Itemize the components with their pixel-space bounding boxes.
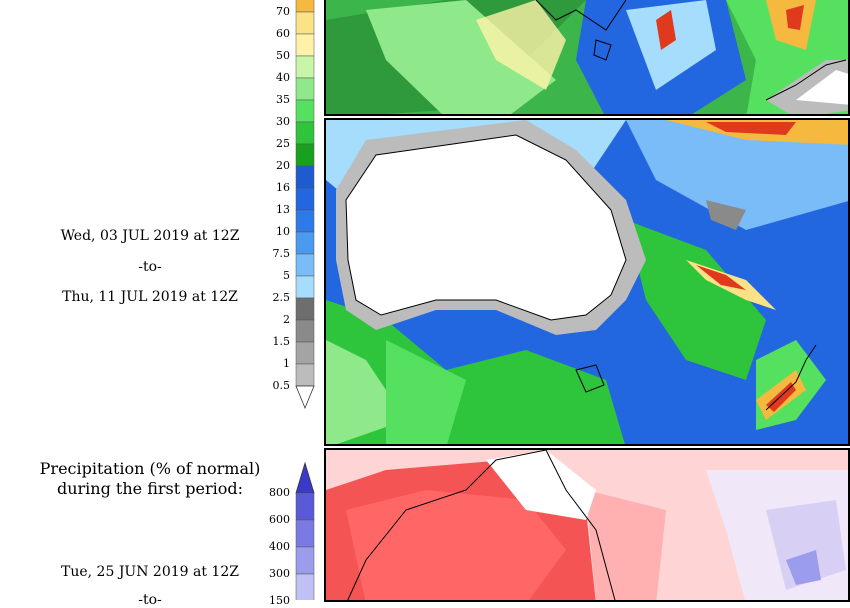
anomaly-swatch (295, 546, 315, 575)
rainfall-swatch (295, 0, 315, 13)
rainfall-swatch (295, 11, 315, 35)
rainfall-tick-label: 1 (283, 357, 290, 370)
rainfall-tick-label: 70 (276, 5, 290, 18)
rainfall-map-middle (324, 118, 850, 446)
rainfall-tick-label: 60 (276, 27, 290, 40)
rainfall-swatch (295, 99, 315, 123)
anomaly-title-line2: during the first period: (56, 479, 244, 498)
rainfall-tick-label: 10 (276, 225, 290, 238)
rainfall-swatch (295, 231, 315, 255)
rainfall-tick-label: 35 (276, 93, 290, 106)
rainfall-swatch (295, 187, 315, 211)
rainfall-tick-label: 0.5 (272, 379, 291, 392)
rainfall-swatch (295, 209, 315, 233)
rainfall-swatch (295, 253, 315, 277)
rainfall-tick-label: 25 (276, 137, 290, 150)
rainfall-map-top (324, 0, 850, 116)
anomaly-tick-label: 600 (269, 513, 290, 526)
rainfall-swatch (295, 55, 315, 79)
rainfall-swatch (295, 319, 315, 343)
rainfall-swatch (295, 275, 315, 299)
anomaly-title-line1: Precipitation (% of normal) (39, 459, 261, 478)
rainfall-tick-label: 7.5 (272, 247, 291, 260)
rainfall-tick-label: 30 (276, 115, 290, 128)
rainfall-colorbar: 8070605040353025201613107.552.521.510.5 (250, 0, 320, 420)
rainfall-swatch (295, 165, 315, 189)
rainfall-end-date: Thu, 11 JUL 2019 at 12Z (62, 289, 238, 305)
anomaly-tick-label: 400 (269, 540, 290, 553)
rainfall-tick-label: 5 (283, 269, 290, 282)
rainfall-tick-label: 40 (276, 71, 290, 84)
rainfall-swatch (295, 33, 315, 57)
rainfall-map-middle-field (326, 120, 848, 444)
rainfall-swatch (295, 77, 315, 101)
rainfall-tick-label: 13 (276, 203, 290, 216)
anomaly-colorbar-swatches (295, 461, 315, 608)
rainfall-scale-end-triangle (295, 385, 315, 410)
anomaly-scale-end-triangle (295, 461, 315, 494)
rainfall-tick-label: 16 (276, 181, 290, 194)
anomaly-tick-label: 800 (269, 486, 290, 499)
anomaly-map (324, 448, 850, 602)
rainfall-colorbar-swatches (295, 0, 315, 410)
rainfall-swatch (295, 297, 315, 321)
rainfall-tick-label: 2.5 (272, 291, 291, 304)
rainfall-start-date: Wed, 03 JUL 2019 at 12Z (60, 228, 240, 244)
rainfall-tick-label: 2 (283, 313, 290, 326)
anomaly-swatch (295, 573, 315, 602)
rainfall-map-top-field (326, 0, 848, 114)
anomaly-swatch (295, 492, 315, 521)
rainfall-swatch (295, 143, 315, 167)
anomaly-colorbar: 800 600 400 300 150 (250, 460, 320, 608)
anomaly-swatch (295, 519, 315, 548)
rainfall-swatch (295, 121, 315, 145)
anomaly-map-field (326, 450, 848, 600)
anomaly-start-date: Tue, 25 JUN 2019 at 12Z (61, 564, 239, 580)
rainfall-swatch (295, 341, 315, 365)
rainfall-separator: -to- (138, 259, 162, 275)
rainfall-tick-label: 20 (276, 159, 290, 172)
anomaly-tick-label: 150 (269, 594, 290, 607)
anomaly-tick-label: 300 (269, 567, 290, 580)
rainfall-tick-label: 1.5 (272, 335, 291, 348)
rainfall-tick-label: 50 (276, 49, 290, 62)
rainfall-swatch (295, 363, 315, 387)
